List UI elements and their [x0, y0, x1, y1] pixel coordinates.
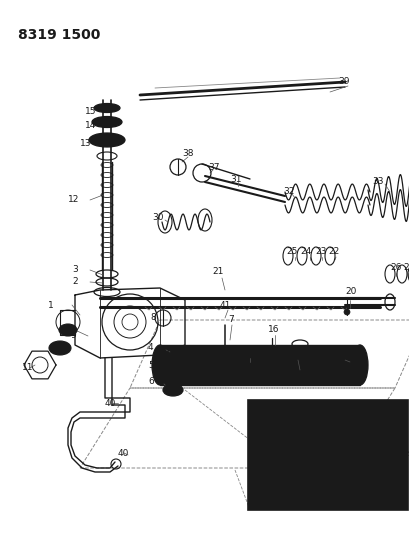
Text: 31: 31 — [229, 175, 241, 184]
Ellipse shape — [94, 103, 120, 112]
Text: 30: 30 — [152, 214, 163, 222]
Text: 19: 19 — [335, 353, 347, 362]
Text: 2: 2 — [72, 278, 77, 287]
Text: 12: 12 — [68, 196, 79, 205]
Text: 8: 8 — [150, 313, 155, 322]
Text: 6: 6 — [148, 377, 153, 386]
Text: 40: 40 — [105, 399, 116, 408]
Text: 23: 23 — [314, 247, 326, 256]
Ellipse shape — [152, 345, 168, 385]
Ellipse shape — [164, 366, 180, 380]
Text: 32: 32 — [282, 188, 294, 197]
Bar — [160, 345, 359, 385]
Text: 20: 20 — [344, 287, 355, 296]
Text: 9: 9 — [70, 332, 76, 341]
Text: 26: 26 — [389, 263, 400, 272]
Ellipse shape — [49, 341, 71, 355]
Text: 24: 24 — [299, 247, 310, 256]
Text: 15: 15 — [85, 107, 96, 116]
Text: 18: 18 — [237, 351, 249, 359]
Ellipse shape — [351, 345, 367, 385]
Text: 3: 3 — [72, 265, 78, 274]
Text: 21: 21 — [211, 268, 223, 277]
Ellipse shape — [163, 384, 182, 396]
Text: 33: 33 — [371, 177, 382, 187]
Text: 14: 14 — [85, 122, 96, 131]
Text: 37: 37 — [207, 163, 219, 172]
Text: 25: 25 — [285, 247, 297, 256]
Text: 8319 1500: 8319 1500 — [18, 28, 100, 42]
Circle shape — [343, 309, 349, 315]
Text: 4: 4 — [148, 343, 153, 352]
Text: 5: 5 — [148, 360, 153, 369]
Text: 43: 43 — [407, 448, 409, 456]
Text: 13: 13 — [80, 139, 91, 148]
Text: 27: 27 — [402, 263, 409, 272]
Ellipse shape — [59, 324, 77, 336]
Text: 17: 17 — [289, 351, 301, 360]
Text: 22: 22 — [327, 247, 338, 256]
Text: 42: 42 — [361, 456, 372, 464]
Text: 16: 16 — [267, 326, 279, 335]
Ellipse shape — [92, 117, 122, 127]
Bar — [247, 400, 407, 510]
Ellipse shape — [89, 133, 125, 147]
Circle shape — [377, 418, 401, 442]
Text: 41: 41 — [362, 439, 373, 448]
Text: 10: 10 — [52, 348, 63, 357]
Text: 38: 38 — [182, 149, 193, 158]
Text: 40: 40 — [118, 448, 129, 457]
Text: 11: 11 — [22, 364, 34, 373]
Text: 41: 41 — [220, 301, 231, 310]
Text: 7: 7 — [227, 316, 233, 325]
Text: 39: 39 — [337, 77, 348, 86]
Text: 1: 1 — [48, 301, 54, 310]
